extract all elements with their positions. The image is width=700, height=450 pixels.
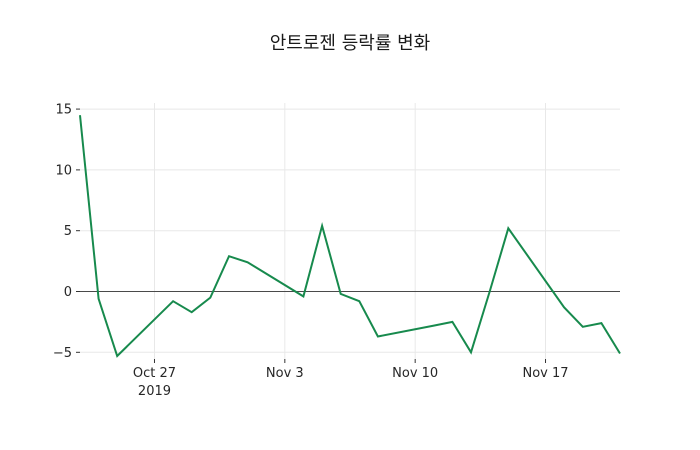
x-axis-tick-year-label: 2019: [138, 384, 171, 399]
chart-title: 안트로젠 등락률 변화: [269, 33, 431, 54]
price-change-series-line: [79, 115, 621, 358]
y-axis-tick-label: 15: [55, 103, 72, 118]
y-axis-tick-label: 0: [64, 285, 72, 300]
x-axis-tick-label: Nov 10: [392, 366, 438, 381]
x-axis-tick-label: Oct 27: [133, 366, 176, 381]
x-axis-tick-label: Nov 17: [522, 366, 568, 381]
y-axis-tick-label: 5: [64, 224, 72, 239]
x-axis-tick-label: Nov 3: [266, 366, 304, 381]
y-axis-tick-label: 10: [55, 163, 72, 178]
y-axis-tick-label: −5: [53, 346, 72, 361]
